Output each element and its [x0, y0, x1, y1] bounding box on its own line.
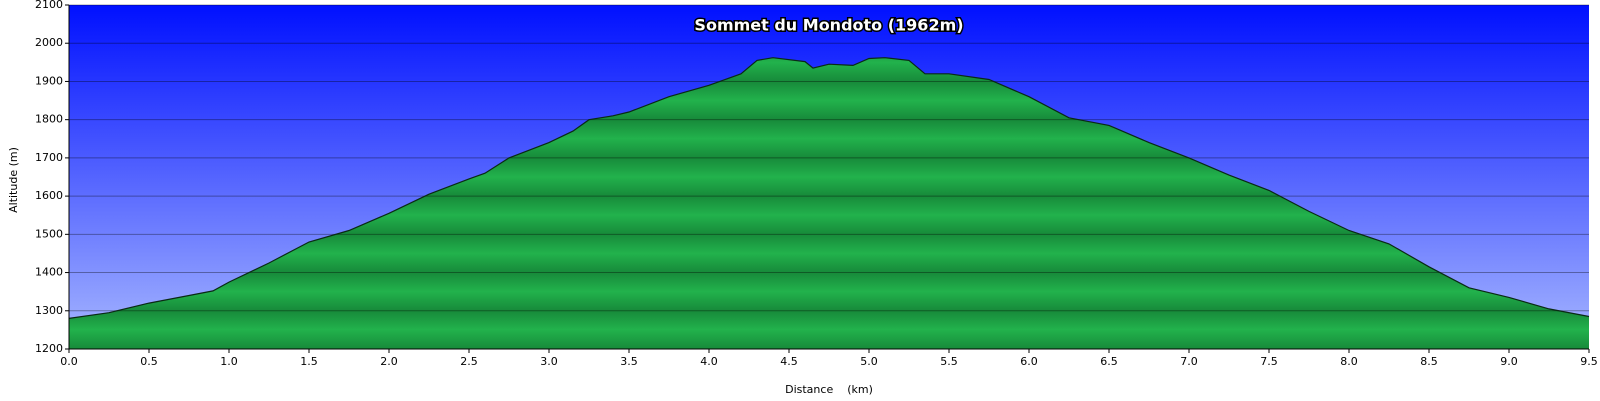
x-axis-label: Distance (km) [785, 383, 873, 396]
chart-title: Sommet du Mondoto (1962m) [694, 16, 963, 35]
y-tick-label: 1700 [35, 151, 63, 164]
x-tick-label: 3.5 [620, 355, 638, 368]
x-tick-label: 1.0 [220, 355, 238, 368]
y-axis-label: Altitude (m) [7, 147, 20, 213]
profile-line [68, 57, 1590, 319]
x-tick-label: 4.0 [700, 355, 718, 368]
y-tick-label: 2000 [35, 36, 63, 49]
x-tick-label: 9.5 [1580, 355, 1598, 368]
x-tick-label: 0.5 [140, 355, 158, 368]
y-tick-label: 1900 [35, 74, 63, 87]
y-tick-label: 1600 [35, 189, 63, 202]
x-tick-label: 2.0 [380, 355, 398, 368]
area [69, 57, 1589, 349]
x-tick-label: 7.0 [1180, 355, 1198, 368]
y-tick-label: 2100 [35, 0, 63, 11]
x-tick-label: 8.5 [1420, 355, 1438, 368]
x-tick-label: 0.0 [60, 355, 78, 368]
x-tick-label: 7.5 [1260, 355, 1278, 368]
x-tick-label: 1.5 [300, 355, 318, 368]
x-tick-label: 9.0 [1500, 355, 1518, 368]
y-tick-label: 1400 [35, 266, 63, 279]
x-tick-label: 3.0 [540, 355, 558, 368]
x-tick-label: 2.5 [460, 355, 478, 368]
x-tick-label: 8.0 [1340, 355, 1358, 368]
x-tick-label: 5.5 [940, 355, 958, 368]
y-tick-label: 1200 [35, 342, 63, 355]
x-tick-label: 6.0 [1020, 355, 1038, 368]
x-tick-label: 5.0 [860, 355, 878, 368]
y-tick-label: 1500 [35, 227, 63, 240]
x-tick-label: 6.5 [1100, 355, 1118, 368]
y-tick-label: 1300 [35, 304, 63, 317]
y-tick-label: 1800 [35, 113, 63, 126]
x-tick-label: 4.5 [780, 355, 798, 368]
